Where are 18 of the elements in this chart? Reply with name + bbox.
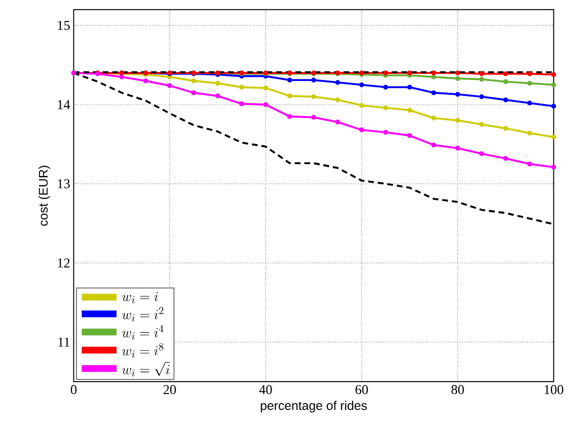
y-tick-label: 12 — [58, 258, 70, 268]
x-tick-label: 40 — [259, 385, 272, 394]
legend-label: $w_i = i^8$ — [122, 343, 164, 358]
x-tick-label: 60 — [356, 385, 368, 394]
y-tick-label: 15 — [58, 20, 70, 30]
x-tick-label: 0 — [70, 385, 77, 394]
legend-label: $w_i = i^2$ — [122, 307, 164, 322]
x-tick-label: 100 — [544, 385, 564, 394]
y-tick-label: 14 — [58, 100, 70, 110]
y-tick-label: 11 — [58, 338, 70, 347]
legend-label: $w_i = i$ — [122, 292, 158, 304]
y-tick-label: 13 — [58, 179, 70, 188]
x-tick-label: 80 — [451, 385, 464, 394]
y-axis-title: cost (EUR) — [38, 166, 50, 226]
x-tick-label: 20 — [164, 385, 176, 394]
legend-label: $w_i = i^4$ — [122, 324, 164, 340]
x-axis-title: percentage of rides — [260, 400, 367, 412]
legend-label: $w_i = \sqrt{i}$ — [122, 362, 170, 376]
